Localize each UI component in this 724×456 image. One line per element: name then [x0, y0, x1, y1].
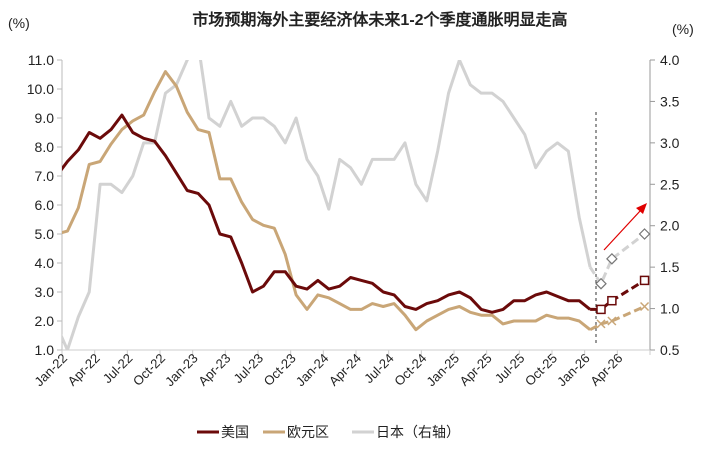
left-tick-label: 4.0 — [35, 255, 55, 271]
left-tick-label: 9.0 — [35, 110, 55, 126]
x-tick-label: Jul-24 — [361, 351, 397, 387]
series-line-1 — [62, 70, 592, 332]
right-axis-unit: (%) — [672, 21, 694, 37]
x-tick-label: Apr-24 — [326, 351, 364, 389]
series-line-0 — [62, 113, 592, 314]
right-tick-label: 2.0 — [660, 218, 680, 234]
left-tick-label: 7.0 — [35, 168, 55, 184]
left-tick-label: 5.0 — [35, 226, 55, 242]
x-tick-label: Jan-24 — [293, 351, 332, 390]
right-tick-label: 1.0 — [660, 301, 680, 317]
right-tick-label: 4.0 — [660, 52, 680, 68]
x-tick-label: Jul-22 — [100, 351, 136, 387]
x-tick-label: Jan-26 — [554, 351, 593, 390]
x-tick-label: Jul-23 — [230, 351, 266, 387]
left-tick-label: 1.0 — [35, 342, 55, 358]
x-tick-label: Oct-24 — [391, 351, 429, 389]
trend-arrow-line — [603, 209, 642, 251]
left-axis-unit: (%) — [8, 15, 30, 31]
x-tick-label: Jan-25 — [423, 351, 462, 390]
forecast-marker-square — [607, 295, 617, 306]
x-tick-label: Apr-25 — [457, 351, 495, 389]
right-tick-label: 1.5 — [660, 259, 680, 275]
left-tick-label: 3.0 — [35, 284, 55, 300]
series-line-2 — [62, 60, 592, 350]
left-tick-label: 6.0 — [35, 197, 55, 213]
forecast-marker-x — [596, 319, 606, 329]
x-tick-label: Apr-22 — [65, 351, 103, 389]
chart-title: 市场预期海外主要经济体未来1-2个季度通胀明显走高 — [192, 10, 567, 29]
x-tick-label: Apr-23 — [195, 351, 233, 389]
right-tick-label: 3.5 — [660, 93, 680, 109]
x-tick-label: Oct-22 — [130, 351, 168, 389]
legend-label-0: 美国 — [221, 424, 249, 440]
x-tick-label: Apr-26 — [587, 351, 625, 389]
forecast-marker-x — [607, 316, 617, 326]
forecast-marker-diamond — [638, 228, 651, 240]
forecast-line-2 — [588, 232, 646, 287]
x-tick-label: Jan-23 — [162, 351, 201, 390]
forecast-line-1 — [589, 305, 646, 332]
legend: 美国 欧元区 日本（右轴） — [197, 424, 460, 440]
right-tick-label: 0.5 — [660, 342, 680, 358]
right-tick-label: 3.0 — [660, 135, 680, 151]
legend-label-1: 欧元区 — [287, 424, 329, 440]
forecast-marker-diamond — [595, 277, 607, 290]
x-tick-label: Oct-23 — [261, 351, 299, 389]
x-tick-label: Oct-25 — [522, 351, 560, 389]
legend-label-2: 日本（右轴） — [376, 424, 460, 440]
left-tick-label: 2.0 — [35, 313, 55, 329]
forecast-marker-square — [639, 275, 650, 286]
forecast-marker-square — [596, 304, 606, 315]
right-tick-label: 2.5 — [660, 176, 680, 192]
x-tick-label: Jul-25 — [492, 351, 528, 387]
left-tick-label: 10.0 — [27, 81, 54, 97]
left-tick-label: 8.0 — [35, 139, 55, 155]
trend-arrow-head — [636, 203, 647, 214]
left-tick-label: 11.0 — [28, 52, 54, 68]
forecast-marker-diamond — [606, 253, 618, 265]
forecast-marker-x — [640, 301, 650, 312]
forecast-line-0 — [590, 279, 646, 311]
